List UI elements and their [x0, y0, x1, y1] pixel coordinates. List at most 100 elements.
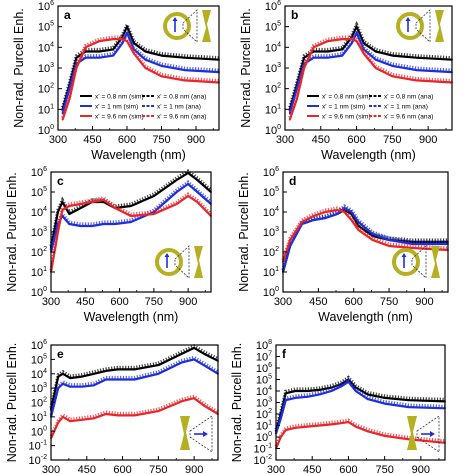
- data-point: [61, 201, 64, 203]
- series-line-ana: [274, 418, 446, 448]
- y-tick-label: 100: [263, 286, 279, 299]
- data-point: [181, 352, 184, 355]
- series-line-ana: [49, 169, 213, 247]
- data-point: [341, 38, 344, 40]
- data-point: [289, 245, 291, 247]
- data-point: [306, 425, 309, 428]
- y-tick-label: 102: [31, 246, 47, 259]
- legend-label: x' = 0.8 nm (ana): [384, 94, 433, 101]
- data-point: [202, 364, 205, 366]
- data-point: [68, 223, 71, 225]
- data-point: [68, 98, 71, 100]
- data-point: [324, 211, 327, 213]
- data-point: [362, 52, 365, 55]
- legend-label: x' = 0.8 nm (sim): [322, 94, 371, 101]
- data-point: [175, 179, 178, 181]
- data-point: [193, 397, 196, 400]
- data-point: [196, 179, 199, 181]
- data-point: [69, 420, 71, 423]
- x-tick-label: 750: [383, 134, 401, 146]
- y-tick-label: 102: [256, 408, 272, 421]
- data-point: [84, 56, 87, 59]
- data-point: [350, 38, 353, 40]
- legend-label: x' = 9.6 nm (ana): [157, 114, 206, 121]
- data-point: [318, 393, 321, 396]
- y-tick-label: 102: [263, 246, 279, 259]
- data-point: [57, 375, 60, 378]
- x-tick-label: 750: [145, 296, 163, 308]
- series-line-ana: [49, 355, 219, 416]
- data-point: [415, 56, 418, 59]
- bowtie-icon: [202, 10, 211, 42]
- legend: x' = 0.8 nm (sim) x' = 0.8 nm (ana) x' = 1…: [307, 94, 433, 121]
- y-tick-label: 100: [256, 431, 272, 444]
- arrowhead-icon: [405, 17, 411, 21]
- ring-icon: [155, 248, 183, 276]
- data-point: [81, 385, 83, 388]
- y-tick-label: 103: [265, 62, 281, 75]
- bowtie-icon: [194, 246, 203, 278]
- data-point: [98, 50, 101, 53]
- panel-a: 300 450 600 750 900 100 101 102 103 104 105 106 Wave…: [12, 0, 220, 162]
- series-line-ana: [49, 192, 213, 271]
- y-tick-label: 102: [31, 397, 47, 410]
- x-tick-label: 600: [339, 464, 357, 474]
- y-axis-title: Non-rad. Purcell Enh.: [5, 172, 19, 292]
- data-point: [62, 372, 64, 375]
- y-tick-label: 108: [256, 339, 272, 352]
- panel-letter: e: [57, 347, 64, 361]
- y-tick-label: 106: [31, 166, 47, 179]
- data-point: [306, 395, 309, 398]
- data-point: [105, 413, 107, 415]
- data-point: [341, 54, 344, 57]
- data-point: [181, 361, 184, 364]
- data-point: [93, 417, 95, 420]
- x-tick-label: 750: [380, 296, 398, 308]
- data-point: [62, 416, 64, 418]
- data-point: [126, 40, 128, 42]
- y-tick-label: 106: [265, 0, 281, 13]
- data-point: [84, 50, 87, 53]
- data-point: [202, 404, 205, 407]
- data-point: [75, 56, 78, 59]
- data-point: [312, 50, 315, 53]
- data-point: [175, 203, 178, 205]
- x-tick-label: 900: [415, 296, 433, 308]
- y-tick-label: 104: [31, 368, 47, 381]
- series-line-ana: [61, 35, 220, 119]
- y-tick-label: 105: [265, 21, 281, 34]
- data-point: [407, 406, 410, 408]
- legend-label: x' = 1 nm (sim): [322, 104, 365, 111]
- series-line-sim: [49, 358, 219, 418]
- data-point: [79, 207, 82, 209]
- arrowhead-icon: [430, 431, 435, 437]
- data-point: [288, 118, 291, 121]
- legend-label: x' = 0.8 nm (ana): [157, 94, 206, 101]
- data-point: [303, 67, 305, 69]
- data-point: [130, 221, 132, 223]
- data-point: [84, 46, 87, 49]
- data-point: [374, 67, 377, 69]
- data-point: [116, 368, 119, 371]
- data-point: [196, 201, 199, 203]
- data-point: [357, 229, 360, 231]
- data-point: [112, 48, 115, 51]
- data-point: [183, 79, 186, 82]
- data-point: [312, 46, 315, 49]
- y-tick-label: 105: [31, 186, 47, 199]
- data-point: [296, 87, 298, 90]
- data-point: [296, 98, 298, 100]
- data-point: [133, 368, 136, 371]
- data-point: [121, 38, 124, 40]
- series-line-ana: [49, 394, 219, 438]
- data-point: [69, 385, 71, 388]
- data-point: [160, 65, 163, 67]
- data-point: [371, 239, 374, 241]
- data-point: [187, 195, 190, 197]
- data-point: [157, 372, 160, 375]
- y-tick-label: 105: [256, 374, 272, 387]
- x-tick-label: 300: [49, 134, 67, 146]
- ring-icon: [163, 12, 191, 40]
- y-tick-label: 104: [31, 206, 47, 219]
- data-point: [133, 414, 136, 417]
